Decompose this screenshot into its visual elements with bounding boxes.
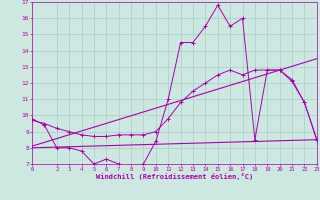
X-axis label: Windchill (Refroidissement éolien,°C): Windchill (Refroidissement éolien,°C) [96, 173, 253, 180]
